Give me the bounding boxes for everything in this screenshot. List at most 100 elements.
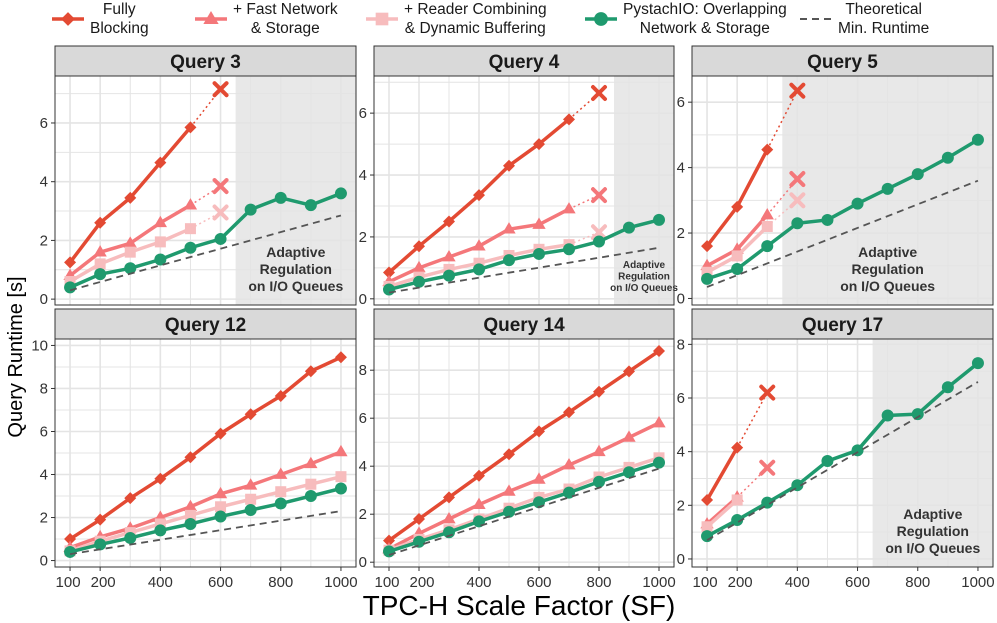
y-tick-label: 4 bbox=[40, 174, 48, 191]
data-point bbox=[64, 256, 77, 269]
failure-connector bbox=[736, 392, 768, 448]
data-point bbox=[532, 217, 546, 229]
failure-stroke bbox=[789, 82, 806, 99]
series-line bbox=[706, 381, 979, 541]
data-point bbox=[701, 521, 713, 533]
data-point bbox=[701, 493, 714, 506]
panel-title: Query 17 bbox=[802, 315, 883, 336]
data-point bbox=[215, 501, 227, 513]
data-point bbox=[623, 221, 635, 234]
data-point bbox=[214, 232, 227, 245]
data-point bbox=[93, 245, 107, 257]
series-fully_blocking bbox=[64, 351, 347, 546]
data-point bbox=[941, 151, 954, 164]
data-point bbox=[443, 215, 455, 228]
series-line bbox=[69, 214, 342, 292]
x-tick-label: 400 bbox=[148, 574, 173, 591]
legend-label-line2: Network & Storage bbox=[640, 20, 770, 37]
x-tick-label: 100 bbox=[374, 574, 399, 591]
data-point bbox=[123, 236, 137, 248]
y-tick-label: 0 bbox=[359, 554, 367, 571]
data-point bbox=[622, 430, 636, 442]
data-point bbox=[184, 241, 197, 254]
y-tick-label: 4 bbox=[359, 167, 367, 184]
data-point bbox=[653, 345, 665, 357]
panel-query-14: Query 14 0 2 4 6 8 100 200 400 600 800 1000 bbox=[359, 308, 676, 591]
legend-label-line2: Min. Runtime bbox=[838, 20, 929, 37]
panel-border bbox=[54, 338, 357, 568]
panel-title: Query 4 bbox=[489, 52, 560, 73]
failure-mark bbox=[212, 178, 229, 195]
data-point bbox=[383, 534, 395, 547]
data-point bbox=[532, 472, 546, 484]
data-point bbox=[183, 499, 198, 512]
data-point bbox=[701, 530, 714, 543]
data-point bbox=[502, 484, 516, 496]
region-label-line2: Regulation bbox=[618, 272, 670, 283]
data-point bbox=[503, 254, 515, 267]
data-point bbox=[653, 456, 665, 469]
data-point bbox=[533, 247, 545, 260]
data-point bbox=[821, 213, 834, 226]
data-point bbox=[731, 200, 744, 213]
series-line bbox=[706, 138, 979, 281]
data-point bbox=[533, 425, 545, 438]
x-tick-label: 800 bbox=[905, 574, 930, 591]
series-line bbox=[388, 246, 660, 294]
data-point bbox=[244, 203, 257, 216]
data-point bbox=[731, 250, 743, 262]
y-tick-label: 2 bbox=[677, 225, 685, 242]
series-theoretical bbox=[706, 381, 979, 541]
data-point bbox=[383, 545, 395, 558]
data-point bbox=[413, 240, 425, 253]
y-tick-label: 0 bbox=[677, 551, 685, 568]
data-point bbox=[473, 469, 485, 482]
series-pystachio bbox=[64, 187, 347, 294]
data-point bbox=[911, 408, 924, 421]
x-tick-label: 600 bbox=[208, 574, 233, 591]
failure-connector bbox=[568, 231, 600, 246]
failure-mark bbox=[789, 171, 806, 188]
data-point bbox=[154, 518, 166, 530]
data-point bbox=[184, 509, 196, 521]
data-point bbox=[472, 239, 486, 251]
legend-label-line1: Theoretical bbox=[845, 1, 922, 18]
region-label-line1: Adaptive bbox=[903, 506, 962, 522]
data-point bbox=[412, 260, 426, 273]
data-point bbox=[503, 448, 515, 461]
failure-stroke bbox=[212, 178, 229, 195]
failure-stroke bbox=[212, 204, 229, 221]
y-tick-label: 4 bbox=[359, 458, 367, 475]
data-point bbox=[502, 222, 516, 234]
data-point bbox=[623, 365, 635, 378]
data-point bbox=[701, 240, 714, 253]
failure-mark bbox=[212, 204, 229, 221]
series-fully_blocking bbox=[383, 85, 607, 279]
failure-stroke bbox=[759, 384, 776, 401]
region-label-line2: Regulation bbox=[851, 261, 923, 277]
gridlines bbox=[55, 76, 356, 305]
series-theoretical bbox=[388, 246, 660, 294]
data-point bbox=[761, 240, 774, 253]
series-line bbox=[387, 349, 660, 543]
data-point bbox=[64, 533, 77, 546]
y-tick-label: 4 bbox=[677, 444, 685, 461]
series-line bbox=[388, 456, 660, 552]
failure-mark bbox=[591, 224, 607, 241]
data-point bbox=[214, 510, 227, 523]
x-tick-label: 200 bbox=[409, 574, 434, 591]
series-reader_combining bbox=[701, 494, 743, 533]
series-line bbox=[388, 218, 660, 292]
data-point bbox=[791, 217, 804, 230]
data-point bbox=[154, 156, 167, 169]
data-point bbox=[154, 236, 166, 248]
adaptive-region bbox=[872, 339, 993, 567]
data-point bbox=[184, 451, 197, 464]
series-line bbox=[69, 474, 342, 553]
data-point bbox=[274, 390, 287, 402]
y-tick-label: 4 bbox=[40, 467, 48, 484]
data-point bbox=[334, 482, 347, 495]
data-point bbox=[701, 266, 713, 278]
failure-mark bbox=[212, 81, 229, 98]
